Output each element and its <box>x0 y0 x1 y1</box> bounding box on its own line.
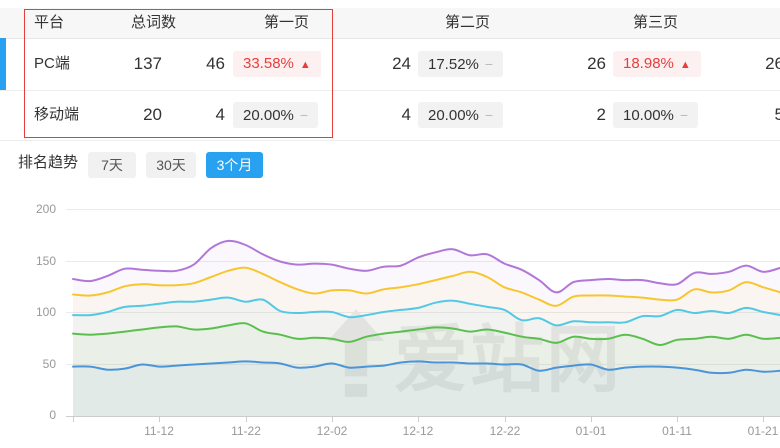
total-count-cell: 137 <box>133 54 162 73</box>
badge-percent: 18.98% <box>623 55 674 72</box>
active-row-accent-bar <box>0 38 6 90</box>
page4-count-cell: 5 <box>774 105 780 124</box>
page3-count-cell: 2 <box>596 105 606 124</box>
col-header-page1: 第一页 <box>264 14 310 31</box>
flat-dash-icon: − <box>299 107 309 123</box>
x-axis-label: 01-11 <box>662 424 692 438</box>
badge-percent: 20.00% <box>243 107 294 124</box>
tab-30-days[interactable]: 30天 <box>146 152 196 178</box>
x-axis-tick <box>677 417 678 422</box>
x-axis-tick <box>763 417 764 422</box>
col-header-total: 总词数 <box>131 14 177 31</box>
page1-count-cell: 46 <box>206 54 225 73</box>
x-axis-label: 01-21 <box>747 424 779 438</box>
badge-percent: 17.52% <box>428 56 479 73</box>
col-header-platform: 平台 <box>34 14 65 31</box>
tab-3-months[interactable]: 3个月 <box>206 152 263 178</box>
page2-change-badge: 20.00% − <box>418 102 504 128</box>
flat-dash-icon: − <box>679 107 689 123</box>
page2-change-badge: 17.52% − <box>418 51 504 77</box>
y-axis-label: 50 <box>42 357 56 371</box>
badge-percent: 10.00% <box>623 107 674 124</box>
page2-count-cell: 24 <box>392 54 411 73</box>
page3-change-badge: 18.98% ▲ <box>613 51 701 77</box>
platform-cell: PC端 <box>34 55 70 72</box>
up-arrow-icon: ▲ <box>679 59 691 71</box>
gridline <box>66 209 780 210</box>
x-axis-tick <box>246 417 247 422</box>
table-header-row <box>0 8 780 39</box>
page3-change-badge: 10.00% − <box>613 102 699 128</box>
x-axis-tick <box>505 417 506 422</box>
col-header-page2: 第二页 <box>445 14 491 31</box>
y-axis-label: 200 <box>35 202 56 216</box>
tab-7-days[interactable]: 7天 <box>88 152 136 178</box>
x-axis-tick <box>418 417 419 422</box>
gridline <box>66 261 780 262</box>
page1-change-badge: 20.00% − <box>233 102 319 128</box>
x-axis-line <box>66 416 780 417</box>
page4-count-cell: 26 <box>765 54 780 73</box>
x-axis-label: 11-22 <box>231 424 261 438</box>
up-arrow-icon: ▲ <box>299 59 311 71</box>
badge-percent: 20.00% <box>428 107 479 124</box>
x-axis-tick <box>73 417 74 422</box>
flat-dash-icon: − <box>484 56 494 72</box>
page1-count-cell: 4 <box>215 105 225 124</box>
y-axis-label: 150 <box>35 254 56 268</box>
x-axis-label: 12-02 <box>316 424 348 438</box>
x-axis-tick <box>332 417 333 422</box>
x-axis-label: 12-22 <box>489 424 521 438</box>
x-axis-label: 12-12 <box>402 424 434 438</box>
gridline <box>66 312 780 313</box>
gridline <box>66 364 780 365</box>
y-axis-label: 100 <box>35 305 56 319</box>
table-row-mobile: 移动端 20 4 20.00% − 4 20.00% − 2 10.00% − 5 <box>0 90 780 141</box>
page3-count-cell: 26 <box>587 54 606 73</box>
x-axis-label: 11-12 <box>144 424 174 438</box>
x-axis-label: 01-01 <box>575 424 607 438</box>
x-axis-tick <box>159 417 160 422</box>
platform-cell: 移动端 <box>34 106 80 123</box>
x-axis-tick <box>591 417 592 422</box>
trend-section-label: 排名趋势 <box>18 154 79 171</box>
y-axis-label: 0 <box>49 408 56 422</box>
badge-percent: 33.58% <box>243 55 294 72</box>
page2-count-cell: 4 <box>401 105 411 124</box>
table-row-pc: PC端 137 46 33.58% ▲ 24 17.52% − 26 18.98% ▲… <box>0 38 780 91</box>
total-count-cell: 20 <box>143 105 162 124</box>
page1-change-badge: 33.58% ▲ <box>233 51 321 77</box>
flat-dash-icon: − <box>484 107 494 123</box>
col-header-page3: 第三页 <box>633 14 679 31</box>
